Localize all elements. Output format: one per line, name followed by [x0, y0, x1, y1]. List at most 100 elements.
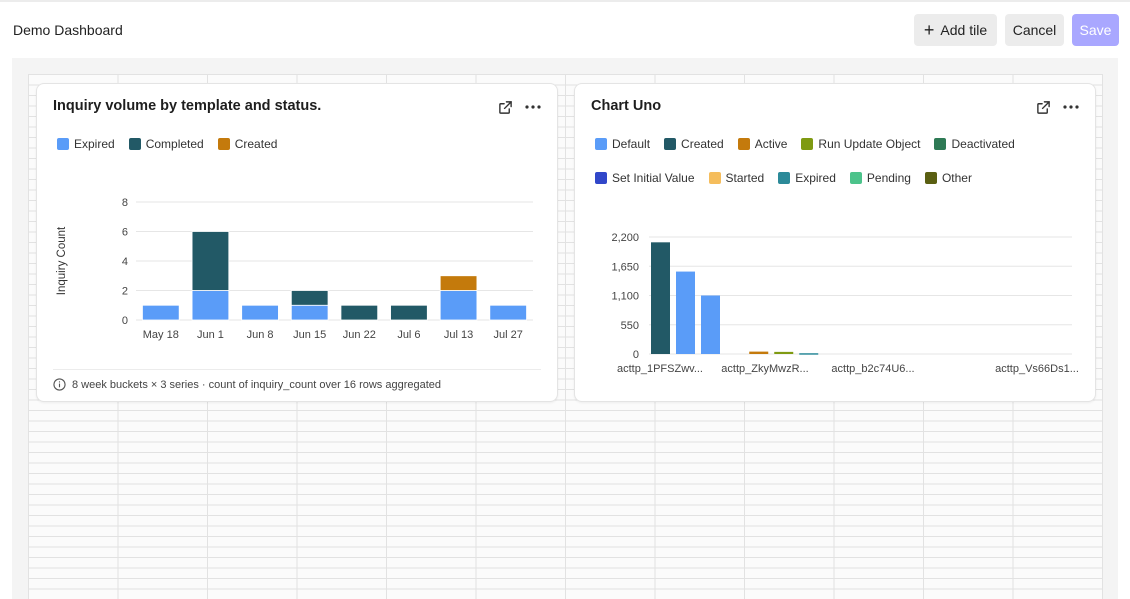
- bar-segment: [241, 304, 279, 321]
- y-tick-label: 4: [122, 256, 128, 268]
- y-tick-label: 2: [122, 286, 128, 298]
- chart-legend-row-2: Set Initial Value Started Expired Pending Ot…: [595, 171, 986, 185]
- legend-label: Expired: [74, 137, 115, 151]
- legend-swatch: [849, 172, 862, 184]
- dashboard-header: Demo Dashboard + Add tile Cancel Save: [0, 2, 1130, 58]
- legend-item[interactable]: Expired: [57, 137, 115, 151]
- legend-label: Expired: [795, 171, 836, 185]
- legend-swatch: [934, 138, 947, 150]
- y-tick-label: 0: [633, 349, 639, 361]
- y-tick-label: 1,650: [611, 261, 639, 273]
- bar: [749, 351, 769, 354]
- x-tick-label: May 18: [143, 329, 179, 341]
- legend-item[interactable]: Other: [924, 171, 972, 185]
- bar-segment: [340, 304, 379, 321]
- x-tick-label: acttp_1PFSZwv...: [617, 363, 703, 375]
- open-external-icon[interactable]: [1034, 98, 1052, 116]
- chart-legend-row-1: Default Created Active Run Update Object Dea…: [595, 137, 1029, 151]
- legend-swatch: [778, 172, 791, 184]
- y-tick-label: 1,100: [611, 291, 639, 303]
- footer-divider: [53, 369, 541, 370]
- x-tick-label: Jul 27: [494, 329, 523, 341]
- x-tick-label: Jul 13: [444, 329, 473, 341]
- x-tick-label: acttp_ZkyMwzR...: [721, 363, 808, 375]
- legend-swatch: [924, 172, 937, 184]
- legend-item[interactable]: Run Update Object: [801, 137, 920, 151]
- legend-swatch: [57, 138, 69, 150]
- x-tick-label: Jul 6: [397, 329, 420, 341]
- info-icon: [53, 378, 66, 391]
- legend-swatch: [595, 138, 607, 150]
- bar-segment: [390, 304, 428, 321]
- legend-swatch: [664, 138, 677, 150]
- save-button[interactable]: Save: [1072, 14, 1119, 46]
- legend-item[interactable]: Active: [737, 137, 787, 151]
- tile-title: Inquiry volume by template and status.: [53, 98, 322, 114]
- legend-item[interactable]: Deactivated: [934, 137, 1015, 151]
- y-tick-label: 2,200: [611, 232, 639, 244]
- tile-title: Chart Uno: [591, 98, 662, 114]
- legend-item[interactable]: Set Initial Value: [595, 171, 695, 185]
- top-border: [0, 0, 1130, 2]
- bar-segment: [191, 231, 230, 291]
- legend-label: Default: [612, 137, 651, 151]
- legend-item[interactable]: Created: [664, 137, 724, 151]
- tile-inquiry-volume: Inquiry volume by template and status. E…: [36, 83, 558, 402]
- footer-text: 8 week buckets × 3 series · count of inq…: [72, 378, 442, 391]
- legend-swatch: [737, 138, 750, 150]
- legend-item[interactable]: Expired: [778, 171, 836, 185]
- y-tick-label: 8: [122, 197, 128, 209]
- bar: [651, 242, 670, 354]
- more-options-icon[interactable]: [524, 98, 542, 116]
- chart-legend: Expired Completed Created: [57, 137, 291, 151]
- tile-chart-uno: Chart Uno Default Created Active Run Update…: [574, 83, 1096, 402]
- tile-footer: 8 week buckets × 3 series · count of inq…: [53, 378, 441, 391]
- x-tick-label: acttp_b2c74U6...: [831, 363, 914, 375]
- legend-label: Set Initial Value: [612, 171, 695, 185]
- legend-swatch: [801, 138, 814, 150]
- x-tick-label: Jun 8: [247, 329, 274, 341]
- more-options-icon[interactable]: [1062, 98, 1080, 116]
- legend-label: Completed: [145, 137, 204, 151]
- legend-item[interactable]: Completed: [128, 137, 204, 151]
- add-tile-button[interactable]: + Add tile: [914, 14, 997, 46]
- x-tick-label: acttp_Vs66Ds1...: [995, 363, 1079, 375]
- legend-label: Started: [725, 171, 765, 185]
- add-tile-label: Add tile: [940, 22, 988, 38]
- bar: [774, 351, 794, 354]
- legend-swatch: [708, 172, 721, 184]
- open-external-icon[interactable]: [496, 98, 514, 116]
- x-tick-label: Jun 1: [197, 329, 224, 341]
- inquiry-volume-chart: 0 2 4 6 8 Inquiry Count May 18 Jun 1 Jun 8 Jun 15…: [56, 197, 533, 341]
- bar: [799, 353, 819, 355]
- legend-item[interactable]: Created: [217, 137, 278, 151]
- plus-icon: +: [923, 19, 935, 40]
- legend-label: Run Update Object: [818, 137, 921, 151]
- bar-segment: [191, 290, 230, 321]
- legend-swatch: [128, 138, 141, 150]
- y-tick-label: 0: [122, 315, 128, 327]
- legend-item[interactable]: Started: [708, 171, 765, 185]
- bar: [676, 271, 695, 354]
- legend-item[interactable]: Pending: [849, 171, 911, 185]
- legend-label: Created: [234, 137, 278, 151]
- chart-uno: 0 550 1,100 1,650 2,200 acttp_1PFSZwv... acttp…: [611, 232, 1079, 375]
- x-tick-label: Jun 15: [293, 329, 326, 341]
- legend-swatch: [217, 138, 230, 150]
- legend-label: Pending: [866, 171, 911, 185]
- x-tick-label: Jun 22: [343, 329, 376, 341]
- bar-segment: [439, 290, 478, 321]
- y-axis-label: Inquiry Count: [56, 226, 68, 295]
- bar-segment: [290, 290, 329, 306]
- legend-label: Other: [941, 171, 972, 185]
- bar-segment: [290, 304, 329, 321]
- bar-segment: [489, 304, 527, 321]
- bar: [701, 295, 720, 354]
- page-title: Demo Dashboard: [13, 22, 123, 38]
- y-tick-label: 550: [621, 320, 639, 332]
- bar-segment: [142, 304, 180, 321]
- cancel-button[interactable]: Cancel: [1005, 14, 1064, 46]
- y-tick-label: 6: [122, 227, 128, 239]
- legend-item[interactable]: Default: [595, 137, 650, 151]
- legend-label: Created: [681, 137, 724, 151]
